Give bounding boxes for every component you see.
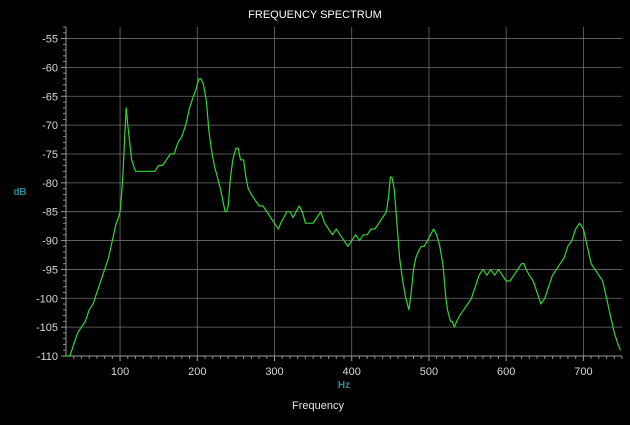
y-tick-label: -55 xyxy=(42,34,58,46)
x-tick-label: 100 xyxy=(111,366,129,378)
chart-title: FREQUENCY SPECTRUM xyxy=(248,9,382,21)
x-tick-label: 400 xyxy=(343,366,361,378)
x-tick-label: 600 xyxy=(497,366,515,378)
grid xyxy=(66,27,622,357)
x-tick-label: 500 xyxy=(420,366,438,378)
y-tick-label: -95 xyxy=(42,264,58,276)
y-tick-label: -110 xyxy=(37,351,58,363)
y-tick-label: -85 xyxy=(42,207,58,219)
y-axis: -110 -105 -100 -95 -90 -85 -80 -75 -70 -65 -60 -55 xyxy=(36,26,67,363)
x-tick-label: 300 xyxy=(265,366,283,378)
y-tick-label: -75 xyxy=(42,149,58,161)
y-tick-label: -80 xyxy=(42,178,58,190)
x-axis-unit: Hz xyxy=(338,380,350,391)
y-axis-unit: dB xyxy=(13,187,26,198)
y-tick-label: -100 xyxy=(36,293,58,305)
y-tick-label: -90 xyxy=(42,236,58,248)
y-tick-label: -70 xyxy=(42,120,58,132)
y-tick-label: -105 xyxy=(36,322,58,334)
x-axis: 100 200 300 400 500 600 700 xyxy=(66,355,623,378)
x-tick-label: 700 xyxy=(574,366,592,378)
x-axis-label: Frequency xyxy=(292,400,344,412)
x-tick-label: 200 xyxy=(188,366,206,378)
y-tick-label: -65 xyxy=(42,91,58,103)
spectrum-series-line xyxy=(66,78,622,357)
y-tick-label: -60 xyxy=(42,62,58,74)
